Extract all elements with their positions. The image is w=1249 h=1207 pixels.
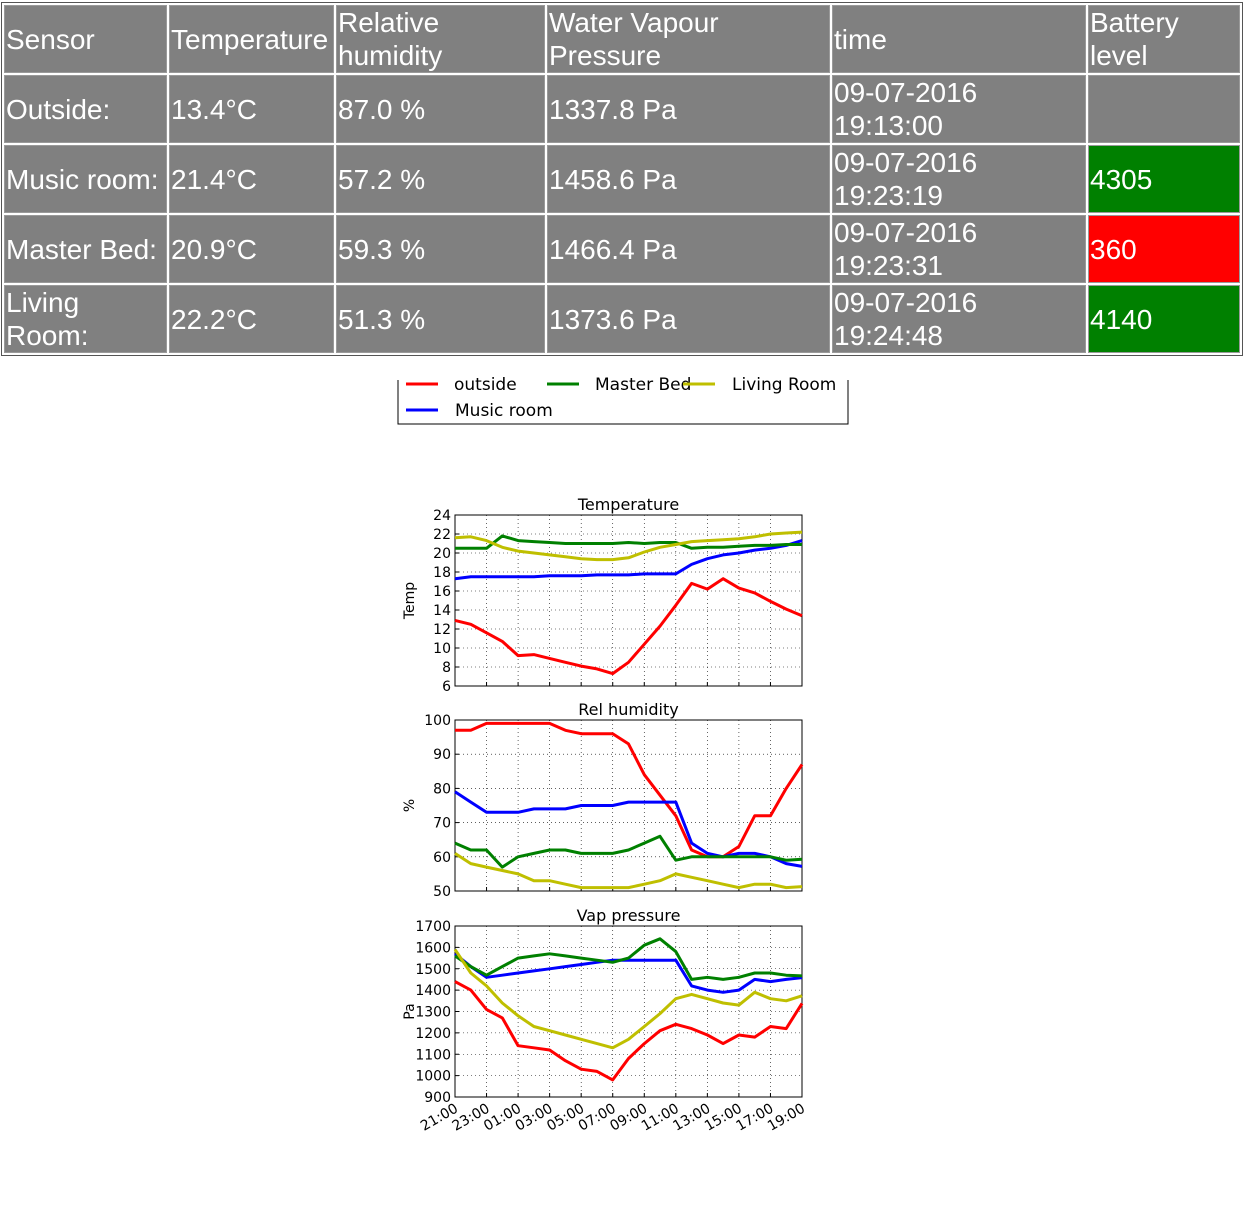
humidity-chart: 50 60 70 80 90 100 Rel humidity% <box>402 700 804 900</box>
y-tick-label: 1500 <box>415 962 451 978</box>
vapour-pressure-value: 1458.6 Pa <box>547 145 830 213</box>
table-row: Music room: 21.4°C 57.2 % 1458.6 Pa 09-0… <box>4 145 1240 213</box>
header-time: time <box>832 5 1086 73</box>
time-value: 09-07-2016 19:24:48 <box>832 285 1086 353</box>
y-tick-label: 80 <box>433 781 451 797</box>
series-line-music-room <box>454 539 803 581</box>
legend-label-master-bed: Master Bed <box>595 375 691 395</box>
y-tick-label: 100 <box>424 713 451 729</box>
sensor-name: Master Bed: <box>4 215 167 283</box>
chart-legend: outside Master Bed Living Room Music roo… <box>397 375 849 425</box>
vapour-pressure-value: 1373.6 Pa <box>547 285 830 353</box>
series-line-master-bed <box>455 534 802 550</box>
sensor-name: Outside: <box>4 75 167 143</box>
series-line-master-bed <box>454 834 803 869</box>
series-line-outside <box>454 980 804 1082</box>
battery-value: 360 <box>1088 215 1240 283</box>
y-tick-label: 70 <box>433 816 451 832</box>
time-value: 09-07-2016 19:23:19 <box>832 145 1086 213</box>
table-row: Outside: 13.4°C 87.0 % 1337.8 Pa 09-07-2… <box>4 75 1240 143</box>
temperature-value: 13.4°C <box>169 75 334 143</box>
humidity-value: 87.0 % <box>336 75 545 143</box>
battery-value: 4140 <box>1088 285 1240 353</box>
series-line-outside <box>455 721 804 859</box>
series-line-outside <box>454 577 803 676</box>
y-axis-label: Temp <box>402 582 418 620</box>
temperature-chart: 6 8 10 12 14 16 18 20 22 24 Temperature Temp <box>402 495 803 695</box>
y-tick-label: 1700 <box>415 919 451 935</box>
y-axis-label: % <box>402 799 418 812</box>
y-tick-label: 1200 <box>415 1026 451 1042</box>
header-battery-level: Battery level <box>1088 5 1240 73</box>
sensor-name: Music room: <box>4 145 167 213</box>
sensor-name: Living Room: <box>4 285 167 353</box>
y-axis-label: Pa <box>402 1003 418 1019</box>
time-value: 09-07-2016 19:13:00 <box>832 75 1086 143</box>
header-sensor: Sensor <box>4 5 167 73</box>
vapour-pressure-value: 1466.4 Pa <box>547 215 830 283</box>
chart-title: Vap pressure <box>577 906 681 925</box>
chart-title: Temperature <box>577 495 679 514</box>
y-tick-label: 20 <box>433 546 451 562</box>
series-line-music-room <box>454 952 803 994</box>
time-value: 09-07-2016 19:23:31 <box>832 215 1086 283</box>
sensor-charts: outside Master Bed Living Room Music roo… <box>397 375 849 1135</box>
time-axis-labels: 21:0023:0001:0003:0005:0007:0009:0011:00… <box>418 1101 808 1135</box>
legend-label-living-room: Living Room <box>732 375 836 395</box>
sensor-table: Sensor Temperature Relative humidity Wat… <box>1 2 1243 356</box>
y-tick-label: 60 <box>433 850 451 866</box>
series-line-living-room <box>454 530 803 562</box>
series-line-master-bed <box>454 937 803 981</box>
y-tick-label: 18 <box>433 565 451 581</box>
y-tick-label: 16 <box>433 584 451 600</box>
header-water-vapour-pressure: Water Vapour Pressure <box>547 5 830 73</box>
temperature-value: 22.2°C <box>169 285 334 353</box>
y-tick-label: 12 <box>433 622 451 638</box>
table-row: Living Room: 22.2°C 51.3 % 1373.6 Pa 09-… <box>4 285 1240 353</box>
y-tick-label: 900 <box>424 1090 451 1106</box>
series-line-music-room <box>454 790 803 868</box>
y-tick-label: 1300 <box>415 1005 451 1021</box>
humidity-value: 59.3 % <box>336 215 545 283</box>
legend-frame <box>397 380 849 425</box>
battery-value <box>1088 75 1240 143</box>
legend-label-music-room: Music room <box>455 401 553 421</box>
y-tick-label: 1100 <box>415 1047 451 1063</box>
series-line-living-room <box>453 948 803 1050</box>
y-tick-label: 10 <box>433 641 451 657</box>
table-row: Master Bed: 20.9°C 59.3 % 1466.4 Pa 09-0… <box>4 215 1240 283</box>
humidity-value: 57.2 % <box>336 145 545 213</box>
x-tick-label: 19:00 <box>765 1101 808 1135</box>
header-temperature: Temperature <box>169 5 334 73</box>
temperature-value: 20.9°C <box>169 215 334 283</box>
temperature-value: 21.4°C <box>169 145 334 213</box>
y-tick-label: 6 <box>442 679 451 695</box>
vapour-pressure-value: 1337.8 Pa <box>547 75 830 143</box>
y-tick-label: 22 <box>433 527 451 543</box>
y-tick-label: 1400 <box>415 983 451 999</box>
plot-frame <box>454 719 803 892</box>
vapour-pressure-chart: 900 1000 1100 1200 1300 1400 1500 1600 1700 Vap p… <box>402 906 804 1106</box>
header-relative-humidity: Relative humidity <box>336 5 545 73</box>
humidity-value: 51.3 % <box>336 285 545 353</box>
y-tick-label: 50 <box>433 884 451 900</box>
chart-title: Rel humidity <box>578 700 678 719</box>
table-header-row: Sensor Temperature Relative humidity Wat… <box>4 5 1240 73</box>
y-tick-label: 8 <box>442 660 451 676</box>
y-tick-label: 24 <box>433 508 451 524</box>
legend-label-outside: outside <box>454 375 517 395</box>
battery-value: 4305 <box>1088 145 1240 213</box>
y-tick-label: 1000 <box>415 1069 451 1085</box>
y-tick-label: 1600 <box>415 940 451 956</box>
y-tick-label: 14 <box>433 603 451 619</box>
y-tick-label: 90 <box>433 747 451 763</box>
series-line-living-room <box>454 852 803 890</box>
